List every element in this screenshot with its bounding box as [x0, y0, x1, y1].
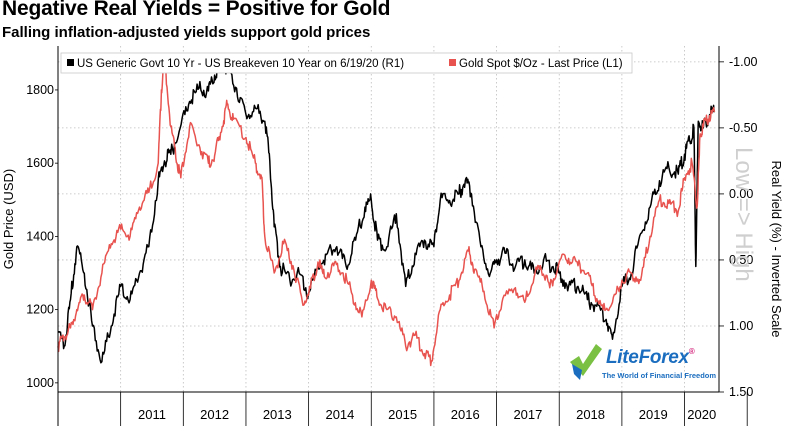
y-tick-label-right: 0.00 [729, 187, 753, 201]
y-tick-label-left: 1800 [26, 83, 54, 97]
low-high-watermark: Low => High [730, 147, 757, 282]
x-tick-label: 2011 [138, 407, 166, 422]
y-tick-label-left: 1400 [26, 229, 54, 243]
liteforex-logo: LiteForex® The World of Financial Freedo… [568, 340, 718, 390]
legend-label: Gold Spot $/Oz - Last Price (L1) [459, 58, 623, 70]
y-axis-label-right: Real Yield (%) - Inverted Scale [769, 160, 784, 337]
legend-box [60, 52, 633, 74]
x-tick-label: 2017 [513, 407, 542, 422]
liteforex-logo-icon [570, 344, 602, 380]
y-tick-label-right: -0.50 [729, 121, 758, 135]
x-tick-label: 2019 [639, 407, 668, 422]
y-tick-label-right: 1.50 [729, 385, 753, 399]
y-tick-label-left: 1600 [26, 156, 54, 170]
y-tick-label-left: 1000 [26, 376, 54, 390]
legend-label: US Generic Govt 10 Yr - US Breakeven 10 … [77, 58, 404, 70]
y-tick-label-right: 1.00 [729, 319, 753, 333]
x-tick-label: 2016 [451, 407, 480, 422]
y-tick-label-left: 1200 [26, 303, 54, 317]
y-tick-label-right: -1.00 [729, 55, 758, 69]
x-tick-label: 2020 [687, 407, 716, 422]
y-axis-label-left: Gold Price (USD) [1, 169, 16, 269]
liteforex-brand-text: LiteForex® [606, 347, 695, 368]
x-tick-label: 2015 [388, 407, 417, 422]
x-tick-label: 2014 [325, 407, 354, 422]
liteforex-tagline: The World of Financial Freedom [602, 371, 717, 380]
legend-swatch [449, 59, 456, 66]
page-subtitle: Falling inflation-adjusted yields suppor… [2, 24, 371, 41]
page-title: Negative Real Yields = Positive for Gold [2, 0, 391, 20]
x-tick-label: 2013 [263, 407, 292, 422]
x-tick-label: 2012 [200, 407, 229, 422]
y-tick-label-right: 0.50 [729, 253, 753, 267]
legend-swatch [67, 59, 74, 66]
x-tick-label: 2018 [576, 407, 605, 422]
series-line-real-yield [57, 55, 715, 364]
